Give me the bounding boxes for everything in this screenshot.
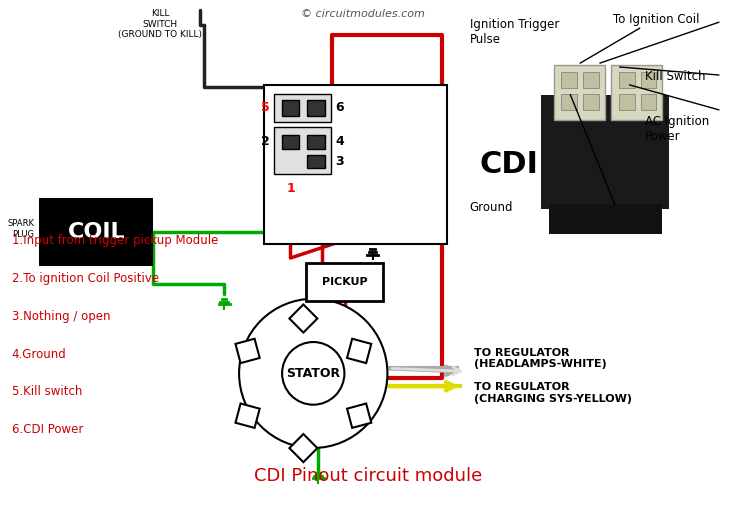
- Text: Ignition Trigger
Pulse: Ignition Trigger Pulse: [469, 19, 559, 46]
- Text: KILL
SWITCH
(GROUND TO KILL): KILL SWITCH (GROUND TO KILL): [118, 9, 202, 39]
- Text: 5.Kill switch: 5.Kill switch: [12, 386, 82, 398]
- Text: CDI Pinout circuit module: CDI Pinout circuit module: [254, 467, 482, 485]
- Text: 3: 3: [335, 155, 344, 168]
- Text: STATOR: STATOR: [287, 367, 341, 380]
- Bar: [281, 100, 300, 116]
- Text: CDI: CDI: [480, 150, 538, 179]
- Bar: [273, 94, 331, 122]
- Text: 2: 2: [261, 135, 270, 148]
- Bar: [289, 304, 317, 333]
- Bar: [39, 198, 153, 266]
- Bar: [347, 403, 371, 428]
- Bar: [307, 135, 325, 149]
- Bar: [553, 65, 605, 120]
- Bar: [583, 94, 599, 110]
- Bar: [549, 204, 662, 234]
- Circle shape: [282, 342, 344, 405]
- Bar: [583, 72, 599, 88]
- Text: 4.Ground: 4.Ground: [12, 347, 67, 360]
- Bar: [619, 72, 635, 88]
- Bar: [281, 135, 300, 149]
- Bar: [306, 263, 384, 301]
- Text: PICKUP: PICKUP: [322, 277, 368, 287]
- Bar: [561, 72, 577, 88]
- Text: 1: 1: [286, 182, 295, 195]
- Bar: [347, 339, 371, 363]
- Bar: [541, 95, 670, 209]
- Bar: [273, 127, 331, 174]
- Text: AC Ignition
Power: AC Ignition Power: [645, 115, 709, 143]
- Bar: [235, 339, 260, 363]
- Text: 4: 4: [335, 135, 344, 148]
- Text: 6: 6: [335, 101, 344, 114]
- Text: Kill Switch: Kill Switch: [645, 70, 705, 83]
- Text: 5: 5: [261, 101, 270, 114]
- Bar: [611, 65, 662, 120]
- Bar: [307, 100, 325, 116]
- Text: © circuitmodules.com: © circuitmodules.com: [300, 9, 425, 20]
- Text: COIL: COIL: [67, 222, 125, 242]
- Bar: [640, 72, 656, 88]
- Bar: [561, 94, 577, 110]
- Text: TO REGULATOR
(CHARGING SYS-YELLOW): TO REGULATOR (CHARGING SYS-YELLOW): [474, 382, 632, 404]
- Text: TO REGULATOR
(HEADLAMPS-WHITE): TO REGULATOR (HEADLAMPS-WHITE): [474, 347, 607, 369]
- Text: 3.Nothing / open: 3.Nothing / open: [12, 310, 110, 323]
- Bar: [235, 403, 260, 428]
- Text: To Ignition Coil: To Ignition Coil: [613, 13, 700, 26]
- Text: 2.To ignition Coil Positive: 2.To ignition Coil Positive: [12, 272, 159, 285]
- Circle shape: [239, 299, 387, 448]
- Text: 6.CDI Power: 6.CDI Power: [12, 423, 83, 436]
- Bar: [619, 94, 635, 110]
- Bar: [640, 94, 656, 110]
- Bar: [307, 155, 325, 169]
- Text: SPARK
PLUG: SPARK PLUG: [7, 219, 34, 239]
- Text: 1.Input from trigger pickup Module: 1.Input from trigger pickup Module: [12, 234, 218, 247]
- Text: Ground: Ground: [469, 201, 513, 214]
- Bar: [289, 434, 317, 462]
- Bar: [264, 85, 447, 244]
